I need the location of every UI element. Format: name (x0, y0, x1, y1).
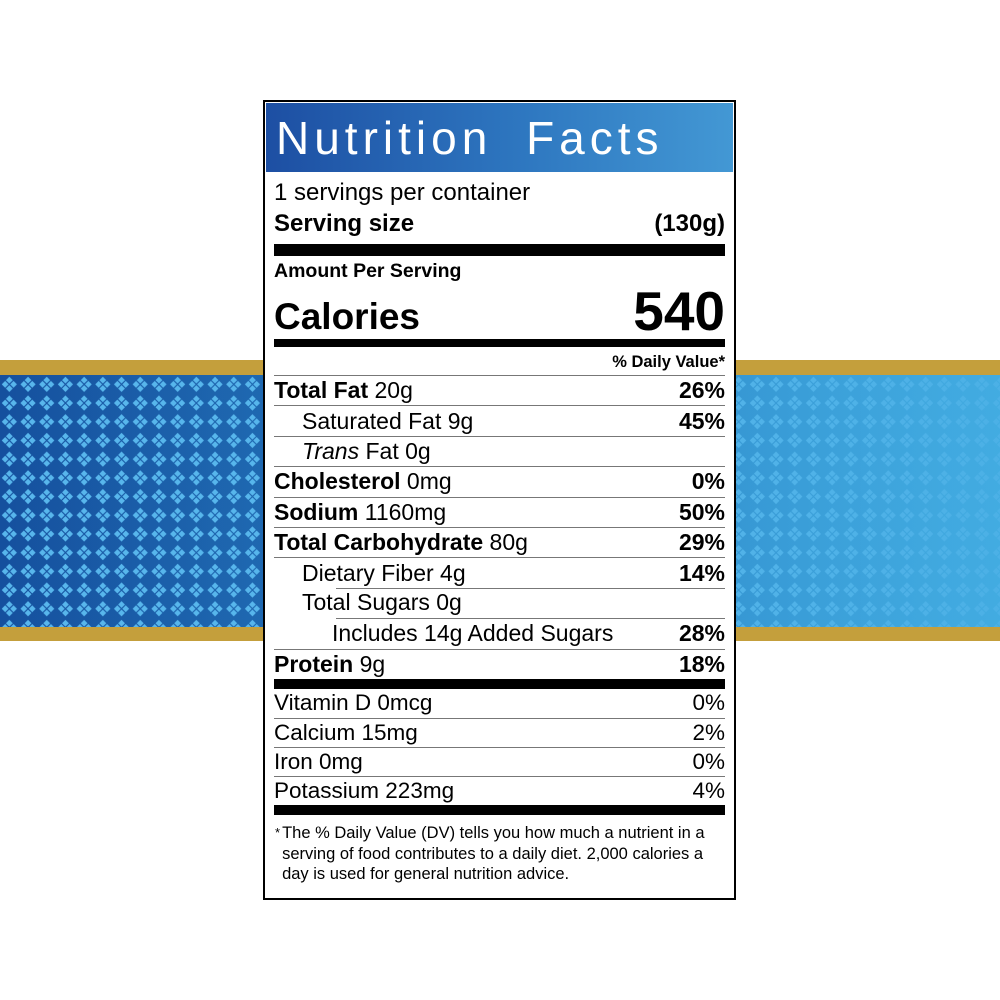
nutrient-dv: 50% (678, 498, 725, 525)
servings-per-container: 1 servings per container (274, 179, 531, 206)
label-title: Nutrition Facts (266, 103, 733, 172)
nutrient-name: Saturated Fat 9g (302, 407, 474, 434)
calories-row: Calories 540 (274, 279, 725, 342)
nutrient-row-total-carbohydrate: Total Carbohydrate 80g 29% (274, 526, 725, 557)
nutrient-name: Total Fat 20g (274, 377, 413, 404)
nutrient-dv: 29% (678, 529, 725, 556)
nutrient-row-saturated-fat: Saturated Fat 9g 45% (274, 405, 725, 435)
nutrient-name: Total Carbohydrate 80g (274, 529, 528, 556)
calories-value: 540 (633, 279, 725, 342)
nutrient-row-total-sugars: Total Sugars 0g (274, 587, 725, 618)
vitamin-name: Vitamin D 0mcg (274, 690, 433, 716)
vitamin-row-iron: Iron 0mg 0% (274, 746, 725, 776)
nutrient-row-total-fat: Total Fat 20g 26% (274, 375, 725, 405)
nutrient-row-dietary-fiber: Dietary Fiber 4g 14% (274, 557, 725, 587)
nutrient-name: Trans Fat 0g (302, 437, 431, 464)
divider-bar (274, 678, 725, 689)
nutrient-dv: 28% (678, 619, 725, 646)
serving-size-value: (130g) (654, 210, 725, 237)
serving-size-row: Serving size (130g) (274, 208, 725, 240)
nutrient-name: Includes 14g Added Sugars (332, 619, 614, 646)
nutrient-dv: 18% (678, 650, 725, 677)
nutrient-dv: 45% (678, 407, 725, 434)
daily-value-header: % Daily Value* (612, 353, 725, 371)
nutrient-dv: 0% (691, 468, 725, 495)
serving-size-label: Serving size (274, 210, 415, 237)
nutrient-name: Sodium 1160mg (274, 498, 447, 525)
footnote-text: The % Daily Value (DV) tells you how muc… (282, 823, 705, 884)
divider-bar (274, 339, 725, 347)
nutrition-facts-label: Nutrition Facts 1 servings per container… (263, 100, 736, 900)
vitamin-name: Calcium 15mg (274, 719, 418, 745)
vitamin-name: Potassium 223mg (274, 777, 455, 803)
nutrient-name: Cholesterol 0mg (274, 468, 452, 495)
vitamin-dv: 2% (692, 719, 725, 745)
vitamin-dv: 4% (692, 777, 725, 803)
nutrient-row-protein: Protein 9g 18% (274, 648, 725, 679)
nutrient-name: Protein 9g (274, 650, 386, 677)
vitamin-name: Iron 0mg (274, 748, 363, 774)
vitamin-dv: 0% (692, 690, 725, 716)
vitamin-row-potassium: Potassium 223mg 4% (274, 775, 725, 805)
nutrient-row-cholesterol: Cholesterol 0mg 0% (274, 466, 725, 496)
nutrient-row-trans-fat: Trans Fat 0g (274, 435, 725, 466)
nutrient-name: Dietary Fiber 4g (302, 559, 466, 586)
vitamin-row-vitamin-d: Vitamin D 0mcg 0% (274, 689, 725, 718)
daily-value-footnote: * The % Daily Value (DV) tells you how m… (274, 815, 725, 885)
nutrient-row-added-sugars: Includes 14g Added Sugars 28% (274, 618, 725, 648)
nutrient-row-sodium: Sodium 1160mg 50% (274, 496, 725, 527)
nutrient-dv: 14% (678, 559, 725, 586)
footnote-asterisk: * (275, 824, 281, 840)
vitamin-row-calcium: Calcium 15mg 2% (274, 717, 725, 747)
nutrient-name: Total Sugars 0g (302, 589, 462, 616)
amount-per-serving: Amount Per Serving (274, 260, 462, 282)
nutrient-dv: 26% (678, 377, 725, 404)
divider-bar (274, 244, 725, 256)
divider-bar (274, 804, 725, 815)
vitamin-dv: 0% (692, 748, 725, 774)
calories-label: Calories (274, 296, 421, 337)
